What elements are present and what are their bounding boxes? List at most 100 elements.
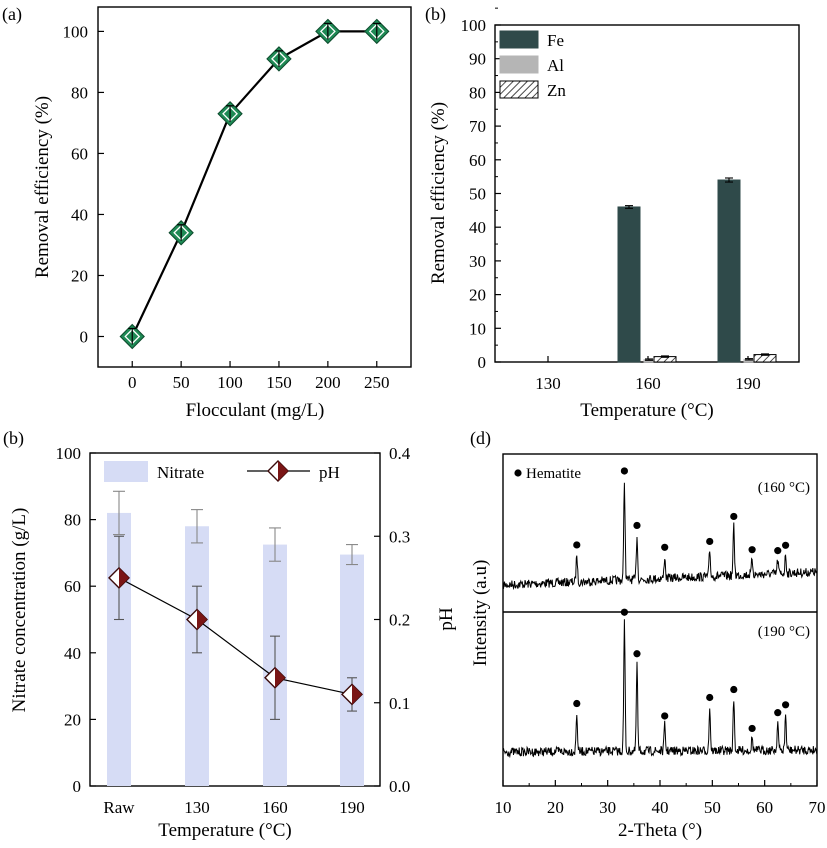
panel-b-data bbox=[617, 177, 777, 363]
panel-c-ytick-label: 20 bbox=[64, 710, 81, 729]
panel-c-ph-marker-fill bbox=[119, 567, 129, 588]
panel-c-y2tick-label: 0.4 bbox=[389, 444, 411, 463]
panel-c-ph-line bbox=[118, 577, 353, 696]
panel-a-ytick-label: 40 bbox=[71, 205, 88, 224]
panel-b-xtick-label: 130 bbox=[535, 374, 561, 393]
panel-c-xtick-label: 130 bbox=[184, 798, 210, 817]
legend-swatch-nitrate bbox=[104, 461, 148, 482]
panel-d-hematite-marker bbox=[620, 467, 629, 475]
panel-c-xtick-label: Raw bbox=[103, 798, 135, 817]
legend-label-fe: Fe bbox=[547, 31, 564, 50]
panel-d-hematite-marker bbox=[633, 521, 641, 530]
panel-d-hematite-marker bbox=[573, 541, 581, 549]
panel-a-point bbox=[364, 18, 390, 45]
panel-d-hematite-marker bbox=[748, 546, 756, 554]
panel-b-ytick-label: 80 bbox=[469, 83, 486, 102]
panel-b-ytick-label: 0 bbox=[478, 353, 487, 372]
panel-c-ytick-label: 0 bbox=[73, 777, 82, 796]
legend-marker-hematite bbox=[514, 469, 522, 477]
panel-a-point bbox=[315, 18, 341, 45]
panel-b-ytick-label: 40 bbox=[469, 218, 486, 237]
chart-panel-b-metals: (b) 0 10 20 30 40 50 60 70 80 90 100 130 160 190 Fe A… bbox=[425, 4, 800, 421]
panel-d-hematite-marker bbox=[706, 693, 714, 702]
legend-label-zn: Zn bbox=[547, 81, 566, 100]
panel-c-ytick-label: 80 bbox=[64, 511, 81, 530]
series-label-190: (190 °C) bbox=[758, 624, 810, 640]
panel-a-point bbox=[168, 220, 194, 246]
chart-panel-b-nitrate: (b) 0 20 40 60 80 100 0.0 0.1 0.2 0.3 0.4 Raw 130 160… bbox=[3, 428, 457, 841]
panel-d-ticks: 10 20 30 40 50 60 70 bbox=[495, 780, 826, 817]
panel-a-xtick-label: 0 bbox=[128, 373, 137, 392]
panel-c-ytick-label: 40 bbox=[64, 644, 81, 663]
panel-a-point bbox=[119, 323, 145, 350]
panel-d-hematite-marker bbox=[620, 608, 629, 616]
panel-label-b-top: (b) bbox=[425, 4, 446, 25]
panel-c-bar-nitrate bbox=[340, 554, 364, 786]
panel-a-xtick-label: 50 bbox=[173, 373, 190, 392]
legend-marker-ph bbox=[267, 460, 289, 482]
panel-b-ytick-label: 20 bbox=[469, 286, 486, 305]
panel-c-data bbox=[107, 490, 364, 786]
panel-d-xlabel: 2-Theta (°) bbox=[618, 820, 702, 841]
panel-b-ytick-label: 90 bbox=[469, 50, 486, 69]
panel-c-ph-marker-fill bbox=[275, 667, 285, 688]
panel-c-ticks: 0 20 40 60 80 100 0.0 0.1 0.2 0.3 0.4 Raw 130 160 190 bbox=[56, 444, 411, 817]
panel-b-xlabel: Temperature (°C) bbox=[580, 400, 713, 421]
panel-d-hematite-marker bbox=[748, 724, 756, 733]
panel-b-legend: Fe Al Zn bbox=[499, 30, 566, 100]
panel-d-hematite-marker bbox=[782, 541, 790, 549]
panel-b-ytick-label: 60 bbox=[469, 151, 486, 170]
panel-c-ph-marker-fill bbox=[352, 684, 362, 705]
panel-a-ytick-label: 100 bbox=[63, 22, 89, 41]
panel-d-hematite-marker bbox=[730, 512, 738, 521]
panel-d-data bbox=[502, 467, 818, 759]
panel-c-y2tick-label: 0.1 bbox=[389, 694, 410, 713]
panel-c-ph-point bbox=[341, 683, 363, 706]
panel-a-xtick-label: 100 bbox=[217, 373, 243, 392]
panel-a-xtick-label: 200 bbox=[315, 373, 341, 392]
panel-a-ytick-label: 80 bbox=[71, 83, 88, 102]
panel-b-ticks: 0 10 20 30 40 50 60 70 80 90 100 130 160 190 bbox=[461, 7, 761, 393]
panel-d-hematite-marker bbox=[774, 547, 782, 555]
panel-a-data bbox=[119, 18, 390, 350]
panel-c-y2tick-label: 0.0 bbox=[389, 777, 410, 796]
panel-d-hematite-marker bbox=[706, 537, 714, 546]
panel-d-hematite-marker bbox=[774, 709, 782, 717]
panel-d-hematite-marker bbox=[661, 543, 669, 551]
panel-d-xtick-label: 20 bbox=[547, 798, 564, 817]
panel-d-xtick-label: 10 bbox=[495, 798, 512, 817]
panel-c-xtick-label: 190 bbox=[339, 798, 365, 817]
panel-a-xlabel: Flocculant (mg/L) bbox=[186, 400, 325, 421]
panel-a-plot-frame bbox=[97, 6, 412, 368]
panel-c-legend: Nitrate pH bbox=[104, 460, 340, 482]
panel-d-plot-frame bbox=[502, 453, 818, 787]
panel-c-xlabel: Temperature (°C) bbox=[158, 820, 291, 841]
series-label-160: (160 °C) bbox=[758, 480, 810, 496]
panel-b-xtick-label: 190 bbox=[735, 374, 761, 393]
panel-a-xtick-label: 250 bbox=[364, 373, 390, 392]
panel-a-point bbox=[266, 46, 292, 72]
panel-b-ytick-label: 50 bbox=[469, 185, 486, 204]
panel-d-ylabel: Intensity (a.u) bbox=[470, 560, 491, 667]
panel-d-xtick-label: 40 bbox=[652, 798, 669, 817]
legend-label-al: Al bbox=[547, 56, 564, 75]
panel-label-b-bottom: (b) bbox=[3, 428, 24, 449]
legend-label-nitrate: Nitrate bbox=[157, 463, 204, 482]
panel-a-ticks: 0 50 100 150 200 250 0 20 40 60 80 100 bbox=[63, 22, 390, 392]
panel-label-a: (a) bbox=[2, 4, 22, 25]
panel-b-ytick-label: 10 bbox=[469, 319, 486, 338]
panel-a-point bbox=[217, 101, 243, 127]
panel-c-y2label: pH bbox=[436, 607, 457, 631]
panel-c-xtick-label: 160 bbox=[262, 798, 288, 817]
panel-c-y2tick-label: 0.2 bbox=[389, 611, 410, 630]
legend-swatch-zn bbox=[499, 80, 539, 99]
panel-c-ph-point bbox=[264, 666, 286, 689]
panel-c-plot-frame bbox=[89, 452, 381, 787]
panel-b-bar-fe bbox=[717, 179, 741, 363]
panel-b-ytick-label: 70 bbox=[469, 117, 486, 136]
panel-a-xtick-label: 150 bbox=[266, 373, 292, 392]
panel-d-xtick-label: 30 bbox=[599, 798, 616, 817]
legend-label-ph: pH bbox=[319, 463, 340, 482]
panel-a-ytick-label: 20 bbox=[71, 266, 88, 285]
panel-c-ph-marker-fill bbox=[197, 609, 207, 630]
